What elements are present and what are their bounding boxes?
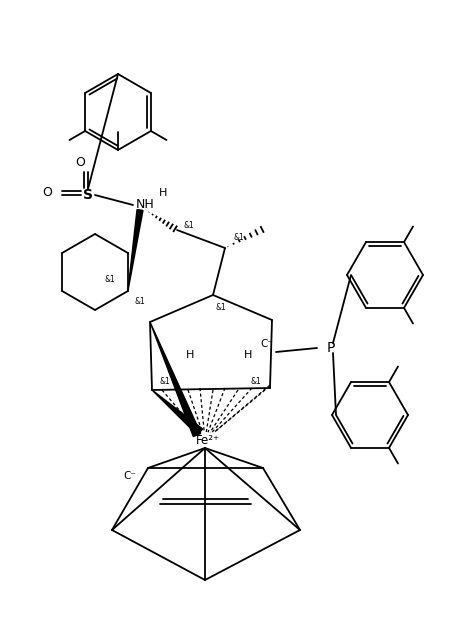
Text: H: H xyxy=(159,188,167,198)
Text: C⁻: C⁻ xyxy=(124,471,137,481)
Polygon shape xyxy=(128,209,143,291)
Text: Fe²⁺: Fe²⁺ xyxy=(196,433,220,446)
Text: P: P xyxy=(327,341,335,355)
Text: C⁻: C⁻ xyxy=(261,339,273,349)
Text: &1: &1 xyxy=(183,220,194,229)
Text: &1: &1 xyxy=(251,377,261,386)
Text: &1: &1 xyxy=(105,275,115,284)
Polygon shape xyxy=(152,390,202,435)
Text: O: O xyxy=(75,157,85,169)
Text: O: O xyxy=(42,186,52,200)
Text: &1: &1 xyxy=(160,377,170,386)
Text: S: S xyxy=(83,188,93,202)
Text: &1: &1 xyxy=(216,302,227,311)
Text: NH: NH xyxy=(136,198,155,211)
Polygon shape xyxy=(150,322,201,437)
Text: &1: &1 xyxy=(234,234,245,243)
Text: &1: &1 xyxy=(135,297,146,306)
Text: H: H xyxy=(186,350,194,360)
Text: H: H xyxy=(244,350,252,360)
